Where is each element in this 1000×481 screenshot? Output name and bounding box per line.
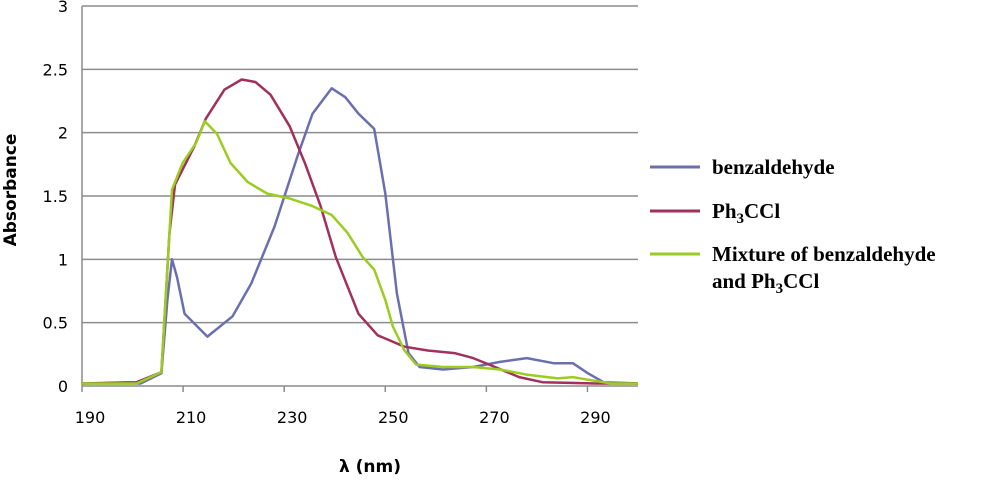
y-tick-label: 2 xyxy=(58,124,68,143)
gridlines xyxy=(82,5,638,324)
legend-label-benzaldehyde: benzaldehyde xyxy=(712,155,835,179)
y-tick-label: 0.5 xyxy=(43,314,68,333)
x-tick-label: 290 xyxy=(580,408,611,427)
x-tick-label: 190 xyxy=(75,408,106,427)
y-tick-label: 3 xyxy=(58,0,68,16)
series-line-benzaldehyde xyxy=(82,87,639,385)
y-tick-label: 0 xyxy=(58,377,68,396)
x-axis-label: λ (nm) xyxy=(339,457,401,477)
y-tick-label: 1.5 xyxy=(43,187,68,206)
series-lines xyxy=(81,78,639,385)
x-tick-label: 270 xyxy=(479,408,510,427)
axes: 0 0.5 1 1.5 2 2.5 3 190 210 230 250 270 290 xyxy=(43,0,638,427)
series-line-ph3ccl xyxy=(81,78,638,385)
x-tick-label: 230 xyxy=(277,408,308,427)
legend-label-ph3ccl: Ph3CCl xyxy=(712,199,780,227)
y-axis-label: Absorbance xyxy=(1,134,21,247)
x-tick-label: 250 xyxy=(378,408,409,427)
series-line-mixture xyxy=(82,120,638,385)
legend: benzaldehyde Ph3CCl Mixture of benzaldeh… xyxy=(650,155,936,297)
y-tick-label: 2.5 xyxy=(43,60,68,79)
legend-label-mixture-line2: and Ph3CCl xyxy=(712,269,819,297)
y-tick-label: 1 xyxy=(58,250,68,269)
legend-label-mixture-line1: Mixture of benzaldehyde xyxy=(712,242,936,266)
x-tick-label: 210 xyxy=(176,408,207,427)
